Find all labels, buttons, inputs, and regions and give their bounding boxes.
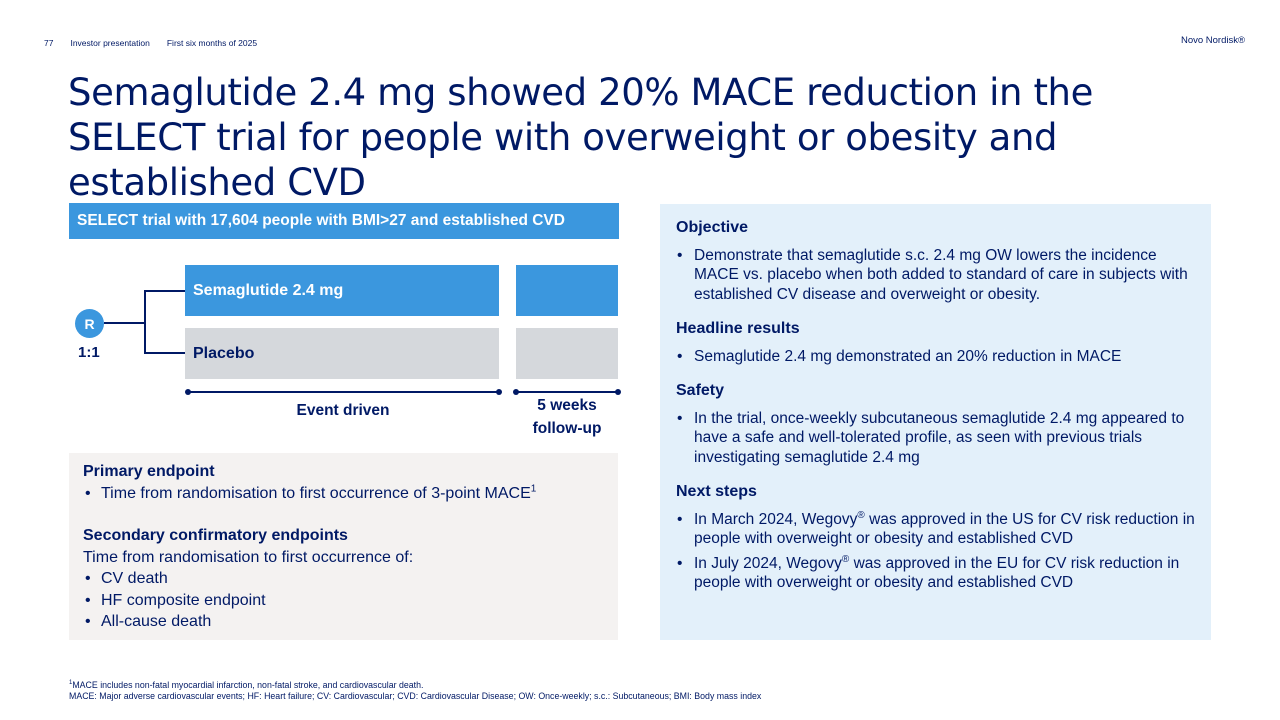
brand-logo-text: Novo Nordisk® [1180,35,1245,46]
connector-line [144,352,185,354]
list-item: In March 2024, Wegovy® was approved in t… [676,510,1201,549]
registered-mark: ® [857,509,865,521]
period-event-driven: Event driven [296,402,390,419]
secondary-endpoints-heading: Secondary confirmatory endpoints [83,527,348,544]
summary-panel: Objective Demonstrate that semaglutide s… [660,204,1211,640]
secondary-endpoints-intro: Time from randomisation to first occurre… [83,548,414,566]
randomisation-ratio: 1:1 [78,344,100,361]
objective-heading: Objective [676,219,749,236]
timeline-main [188,391,499,393]
next-steps-section: Next steps In March 2024, Wegovy® was ap… [676,482,1201,593]
footnote-abbreviations: MACE: Major adverse cardiovascular event… [69,690,762,701]
arm-placebo-label: Placebo [193,344,255,362]
page-title: Semaglutide 2.4 mg showed 20% MACE reduc… [68,71,1093,204]
period-followup-line1: 5 weeks [537,397,597,414]
next-step-text: In July 2024, Wegovy [694,554,842,572]
next-step-text: was approved in the US for CV risk reduc… [694,510,1195,548]
registered-mark: ® [841,553,850,565]
next-steps-heading: Next steps [676,483,757,500]
arm-semaglutide: Semaglutide 2.4 mg [185,265,499,316]
safety-section: Safety In the trial, once-weekly subcuta… [676,381,1201,467]
list-item: Semaglutide 2.4 mg demonstrated an 20% r… [676,347,1201,367]
period-followup-line2: follow-up [532,420,602,437]
connector-line [144,290,185,292]
arm-semaglutide-label: Semaglutide 2.4 mg [193,281,344,299]
safety-heading: Safety [676,382,725,399]
arm-semaglutide-followup [516,265,618,316]
footnote-text: MACE includes non-fatal myocardial infar… [72,679,424,690]
timeline-dot [185,389,191,395]
secondary-endpoints-list: CV death HF composite endpoint All-cause… [83,568,604,633]
arm-placebo: Placebo [185,328,499,379]
results-section: Headline results Semaglutide 2.4 mg demo… [676,319,1201,366]
timeline-dot [513,389,519,395]
trial-banner: SELECT trial with 17,604 people with BMI… [69,203,619,239]
primary-endpoint-heading: Primary endpoint [83,463,215,480]
footnotes: 1MACE includes non-fatal myocardial infa… [69,678,761,702]
connector-line [144,290,146,354]
timeline-dot [496,389,502,395]
next-step-text: In March 2024, Wegovy [694,510,858,528]
results-heading: Headline results [676,320,800,337]
footnote-ref: 1 [530,483,537,495]
page-header: 77 Investor presentation First six month… [44,38,257,48]
list-item: Demonstrate that semaglutide s.c. 2.4 mg… [676,246,1201,305]
randomisation-icon: R [75,309,104,338]
list-item: In the trial, once-weekly subcutaneous s… [676,409,1201,468]
list-item: HF composite endpoint [83,590,604,612]
footnote-1: 1MACE includes non-fatal myocardial infa… [69,678,761,691]
endpoints-box: Primary endpoint Time from randomisation… [69,453,618,640]
timeline-dot [615,389,621,395]
primary-endpoint-text: Time from randomisation to first occurre… [101,484,531,502]
arm-placebo-followup [516,328,618,379]
period: First six months of 2025 [166,38,258,48]
page-number: 77 [44,38,54,48]
footnote-marker: 1 [69,680,73,686]
list-item: All-cause death [83,611,604,633]
timeline-followup [517,391,618,393]
list-item: Time from randomisation to first occurre… [83,483,604,505]
list-item: CV death [83,568,604,590]
period-followup: 5 weeks follow-up [510,394,624,440]
connector-line [104,322,145,324]
next-step-text: was approved in the EU for CV risk reduc… [694,554,1180,592]
list-item: In July 2024, Wegovy® was approved in th… [676,554,1201,593]
objective-section: Objective Demonstrate that semaglutide s… [676,218,1201,304]
primary-endpoint-list: Time from randomisation to first occurre… [83,483,604,505]
doc-type: Investor presentation [70,38,150,48]
